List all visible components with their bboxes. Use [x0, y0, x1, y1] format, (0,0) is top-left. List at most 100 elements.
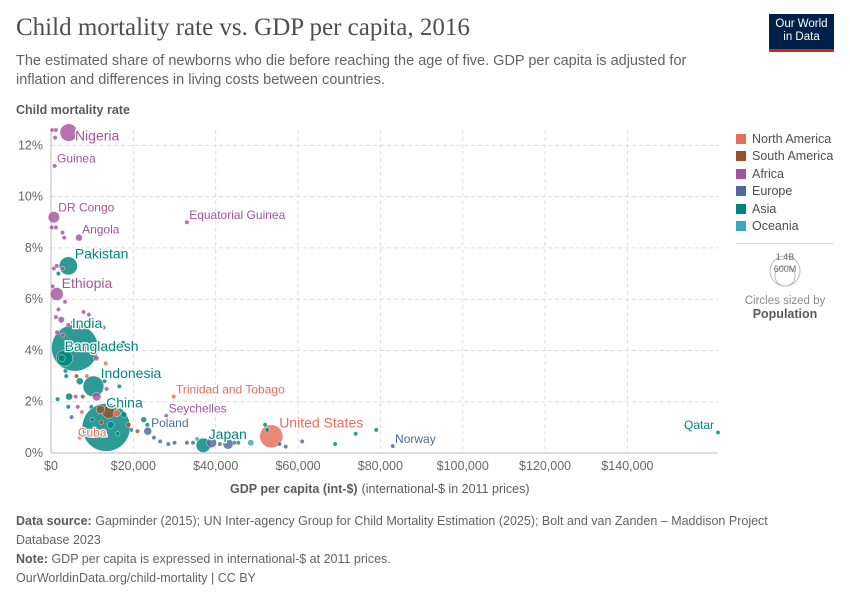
- x-tick-label: $120,000: [519, 459, 571, 473]
- data-point: [102, 378, 107, 384]
- legend-divider: [736, 243, 834, 244]
- legend-swatch: [736, 133, 746, 144]
- y-tick-label: 0%: [25, 446, 43, 460]
- y-tick-label: 10%: [18, 190, 43, 204]
- point-label: Norway: [395, 432, 436, 446]
- legend-asia[interactable]: Asia: [736, 200, 833, 218]
- x-tick-label: $0: [44, 459, 58, 473]
- legend-swatch: [736, 221, 746, 232]
- x-tick-label: $60,000: [275, 459, 320, 473]
- data-point: [125, 422, 132, 428]
- data-point: [113, 409, 121, 417]
- data-point: [63, 373, 69, 379]
- data-point: [65, 404, 71, 410]
- point-label: Cuba: [78, 426, 107, 440]
- legend-label: Asia: [752, 201, 777, 216]
- data-point-equatorial-guinea: [184, 219, 190, 225]
- data-point: [70, 319, 76, 325]
- data-point: [277, 441, 282, 447]
- data-point: [63, 368, 68, 374]
- legend-swatch: [736, 203, 746, 214]
- data-point: [165, 441, 171, 447]
- data-point: [54, 263, 60, 269]
- color-legend: North America South America Africa Europ…: [736, 130, 833, 235]
- data-point: [128, 427, 134, 433]
- data-point: [140, 416, 147, 423]
- data-point-seychelles: [163, 413, 169, 419]
- data-point-nigeria: [59, 123, 78, 142]
- data-point: [98, 419, 104, 425]
- data-point: [115, 431, 121, 437]
- legend-africa[interactable]: Africa: [736, 165, 833, 183]
- data-point: [101, 324, 107, 330]
- data-point: [89, 417, 95, 423]
- y-axis-label: Child mortality rate: [16, 103, 130, 117]
- point-label: Trinidad and Tobago: [176, 382, 285, 396]
- x-tick-label: $140,000: [601, 459, 653, 473]
- size-variable: Population: [752, 307, 818, 321]
- size-caption: Circles sized by: [744, 295, 826, 307]
- data-point: [65, 392, 73, 401]
- legend-europe[interactable]: Europe: [736, 183, 833, 201]
- data-point: [60, 230, 65, 235]
- data-point: [55, 396, 60, 402]
- logo-line-2: in Data: [783, 31, 820, 43]
- point-label: Indonesia: [101, 365, 162, 381]
- y-tick-label: 4%: [25, 343, 43, 357]
- data-point: [283, 444, 289, 449]
- point-label: Bangladesh: [65, 338, 139, 354]
- data-point: [104, 386, 109, 392]
- data-point: [50, 283, 56, 289]
- data-point-norway: [390, 443, 396, 449]
- data-point: [264, 427, 270, 433]
- data-point: [103, 360, 109, 366]
- data-point: [190, 440, 196, 446]
- point-label: Pakistan: [75, 245, 129, 261]
- legend-label: Oceania: [752, 219, 799, 234]
- data-source: Data source: Gapminder (2015); UN Inter-…: [16, 514, 768, 547]
- data-point: [88, 404, 94, 410]
- footer: Data source: Gapminder (2015); UN Inter-…: [16, 512, 816, 588]
- legend-north-america[interactable]: North America: [736, 130, 833, 148]
- source-link[interactable]: OurWorldinData.org/child-mortality | CC …: [16, 571, 256, 585]
- legend-label: Europe: [752, 184, 793, 199]
- data-point-guinea: [52, 163, 58, 169]
- legend-swatch: [736, 186, 746, 197]
- data-point: [52, 135, 58, 141]
- y-tick-label: 6%: [25, 292, 43, 306]
- data-point: [206, 437, 217, 448]
- data-point-qatar: [715, 430, 721, 435]
- data-point: [73, 394, 79, 400]
- data-point: [62, 299, 68, 305]
- data-point-trinidad-and-tobago: [171, 394, 177, 400]
- data-point: [60, 332, 66, 338]
- data-point: [116, 383, 122, 389]
- point-label: Equatorial Guinea: [189, 208, 285, 222]
- legend-south-america[interactable]: South America: [736, 148, 833, 166]
- x-axis-unit: (international-$ in 2011 prices): [362, 482, 530, 496]
- data-point: [61, 235, 67, 241]
- point-label: DR Congo: [58, 201, 114, 215]
- data-point: [92, 392, 102, 402]
- data-point: [81, 309, 86, 315]
- data-point-poland: [143, 427, 152, 436]
- data-point: [299, 439, 305, 444]
- data-point: [151, 435, 157, 441]
- data-point: [69, 414, 74, 420]
- data-point: [184, 440, 190, 446]
- owid-logo[interactable]: Our World in Data: [769, 14, 834, 52]
- data-point: [135, 428, 140, 434]
- point-label: Poland: [151, 416, 188, 430]
- data-point: [120, 340, 126, 346]
- point-label: Seychelles: [169, 402, 227, 416]
- x-tick-label: $100,000: [437, 459, 489, 473]
- legend-oceania[interactable]: Oceania: [736, 218, 833, 236]
- data-point: [55, 271, 61, 276]
- data-point: [65, 322, 71, 328]
- point-label: Qatar: [684, 418, 714, 432]
- data-point: [74, 373, 79, 379]
- data-point: [75, 404, 81, 410]
- data-point: [106, 421, 115, 429]
- data-point-ethiopia: [50, 287, 64, 301]
